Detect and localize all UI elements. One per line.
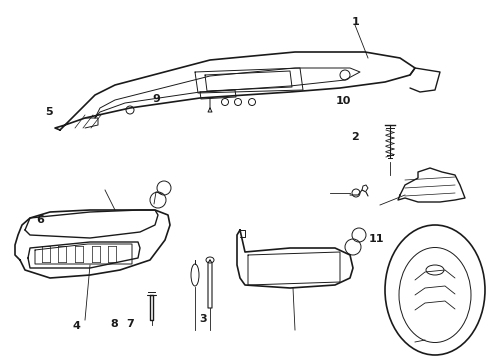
Text: 8: 8	[110, 319, 118, 329]
Text: 10: 10	[335, 96, 351, 106]
Text: 9: 9	[152, 94, 160, 104]
Text: 3: 3	[199, 314, 207, 324]
Text: 2: 2	[351, 132, 359, 142]
Text: 5: 5	[45, 107, 53, 117]
Text: 1: 1	[351, 17, 359, 27]
Text: 4: 4	[72, 321, 80, 331]
Text: 6: 6	[36, 215, 44, 225]
Text: 7: 7	[126, 319, 134, 329]
Text: 11: 11	[368, 234, 384, 244]
